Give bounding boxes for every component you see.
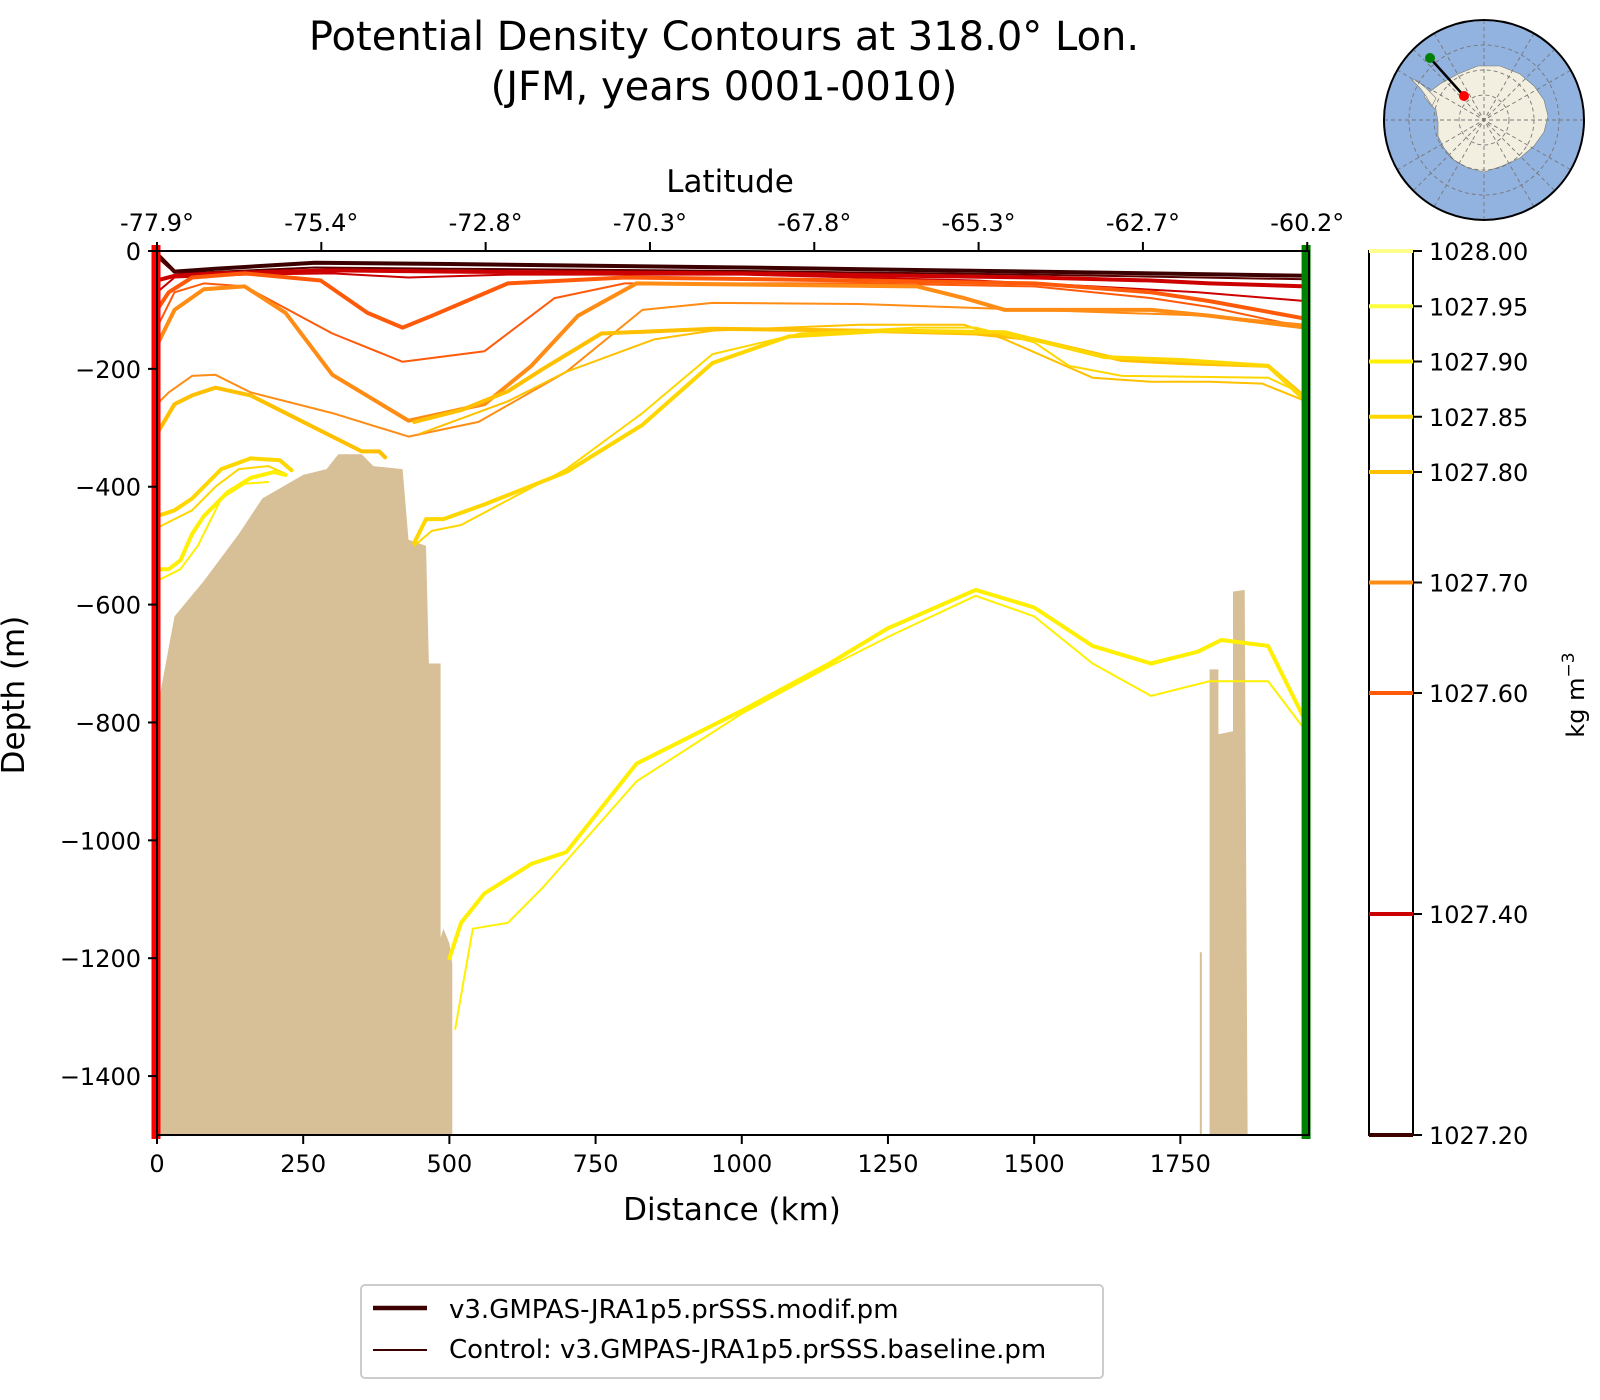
contour-1027.60-baseline-5 xyxy=(157,282,1308,363)
inset-map-section-line xyxy=(1429,57,1465,97)
latitude-tick-label: -67.8° xyxy=(777,209,851,237)
contour-1027.40-modif-2 xyxy=(157,268,1309,289)
x-tick-label: 1750 xyxy=(1150,1150,1211,1178)
contour-1027.90-modif-16 xyxy=(447,587,1309,961)
inset-map-antarctica xyxy=(1423,65,1549,173)
colorbar: 1028.00 1027.95 1027.90 1027.85 1027.80 1027.… xyxy=(1368,238,1590,1150)
colorbar-tick-label: 1027.90 xyxy=(1429,349,1528,377)
colorbar-unit-exponent: −3 xyxy=(1559,652,1579,677)
contour-1027.85-baseline-13 xyxy=(157,465,287,529)
latitude-tick-label: -77.9° xyxy=(120,209,194,237)
colorbar-tick-label: 1027.95 xyxy=(1429,293,1528,321)
contour-1027.85-modif-12 xyxy=(412,328,1309,545)
legend-label-baseline: Control: v3.GMPAS-JRA1p5.prSSS.baseline.… xyxy=(449,1335,1046,1365)
contour-1027.90-modif-15 xyxy=(157,470,288,572)
contour-layer xyxy=(157,251,1309,1030)
latitude-tick-label: -72.8° xyxy=(449,209,523,237)
contour-1027.20-baseline-1 xyxy=(157,255,1308,281)
inset-map-peninsula xyxy=(1411,79,1437,107)
contour-1027.60-modif-4 xyxy=(157,271,1309,330)
colorbar-tick-label: 1027.85 xyxy=(1429,404,1528,432)
y-tick-label: −800 xyxy=(75,709,141,737)
y-tick-label: −200 xyxy=(75,356,141,384)
inset-map-section-start-point xyxy=(1459,91,1469,101)
colorbar-levels: 1028.00 1027.95 1027.90 1027.85 1027.80 1027.… xyxy=(1369,238,1528,1150)
x-tick-label: 250 xyxy=(280,1150,326,1178)
inset-location-map xyxy=(1383,19,1585,221)
y-tick-label: −600 xyxy=(75,592,141,620)
y-axis: 0 −200 −400 −600 −800 −1000 −1200 −1400 xyxy=(60,238,157,1091)
latitude-axis: -77.9° -75.4° -72.8° -70.3° -67.8° -65.3° -62.… xyxy=(120,209,1344,251)
y-tick-label: −1400 xyxy=(60,1063,141,1091)
latitude-tick-label: -75.4° xyxy=(284,209,358,237)
y-tick-label: −400 xyxy=(75,474,141,502)
contour-1027.90-baseline-17 xyxy=(157,481,270,582)
chart-title-line2: (JFM, years 0001-0010) xyxy=(491,64,958,110)
colorbar-tick-label: 1028.00 xyxy=(1429,238,1528,266)
plot-frame xyxy=(156,250,1310,1136)
latitude-tick-label: -60.2° xyxy=(1270,209,1344,237)
colorbar-unit-base: kg m xyxy=(1562,677,1590,737)
colorbar-unit-label: kg m−3 xyxy=(1559,652,1590,737)
top-axis-label: Latitude xyxy=(666,164,794,200)
y-axis-label: Depth (m) xyxy=(0,616,32,775)
inset-map-graticule xyxy=(1384,20,1584,220)
bathymetry-layer xyxy=(157,454,1248,1135)
contour-1027.85-modif-11 xyxy=(157,456,294,519)
plot-area: 0 250 500 750 1000 1250 1500 1750 0 −200 −400 −600… xyxy=(60,209,1344,1178)
y-tick-label: −1200 xyxy=(60,945,141,973)
colorbar-tick-label: 1027.60 xyxy=(1429,680,1528,708)
x-axis-label: Distance (km) xyxy=(623,1192,841,1228)
contour-1027.80-baseline-10 xyxy=(419,323,1308,435)
contour-1027.85-baseline-14 xyxy=(413,326,1308,547)
x-tick-label: 1250 xyxy=(857,1150,918,1178)
colorbar-tick-label: 1027.20 xyxy=(1429,1122,1528,1150)
bathymetry-right xyxy=(1209,589,1248,1135)
x-tick-label: 0 xyxy=(149,1150,164,1178)
inset-map-border xyxy=(1383,19,1585,221)
contour-1027.20-modif-0 xyxy=(157,251,1309,278)
chart-title-line1: Potential Density Contours at 318.0° Lon… xyxy=(309,14,1139,60)
y-tick-label: −1000 xyxy=(60,827,141,855)
latitude-tick-label: -65.3° xyxy=(942,209,1016,237)
legend-label-modif: v3.GMPAS-JRA1p5.prSSS.modif.pm xyxy=(449,1295,899,1325)
legend-frame xyxy=(360,1284,1104,1379)
colorbar-tick-label: 1027.70 xyxy=(1429,570,1528,598)
legend: v3.GMPAS-JRA1p5.prSSS.modif.pm Control: … xyxy=(360,1284,1104,1379)
contour-1027.70-baseline-7 xyxy=(157,301,1308,438)
x-tick-label: 750 xyxy=(573,1150,619,1178)
colorbar-tick-label: 1027.80 xyxy=(1429,459,1528,487)
legend-entry-modif: v3.GMPAS-JRA1p5.prSSS.modif.pm xyxy=(373,1295,899,1325)
contour-1027.80-modif-8 xyxy=(157,385,388,460)
x-tick-label: 500 xyxy=(426,1150,472,1178)
x-tick-label: 1000 xyxy=(711,1150,772,1178)
bathymetry-left xyxy=(157,454,453,1135)
legend-entry-baseline: Control: v3.GMPAS-JRA1p5.prSSS.baseline.… xyxy=(373,1335,1046,1365)
colorbar-tick-label: 1027.40 xyxy=(1429,901,1528,929)
y-tick-label: 0 xyxy=(126,238,141,266)
inset-map-section-end-point xyxy=(1425,53,1435,63)
latitude-tick-label: -62.7° xyxy=(1106,209,1180,237)
contour-1027.90-baseline-18 xyxy=(454,594,1308,1030)
x-axis: 0 250 500 750 1000 1250 1500 1750 xyxy=(149,1135,1211,1178)
latitude-tick-label: -70.3° xyxy=(613,209,687,237)
x-tick-label: 1500 xyxy=(1004,1150,1065,1178)
